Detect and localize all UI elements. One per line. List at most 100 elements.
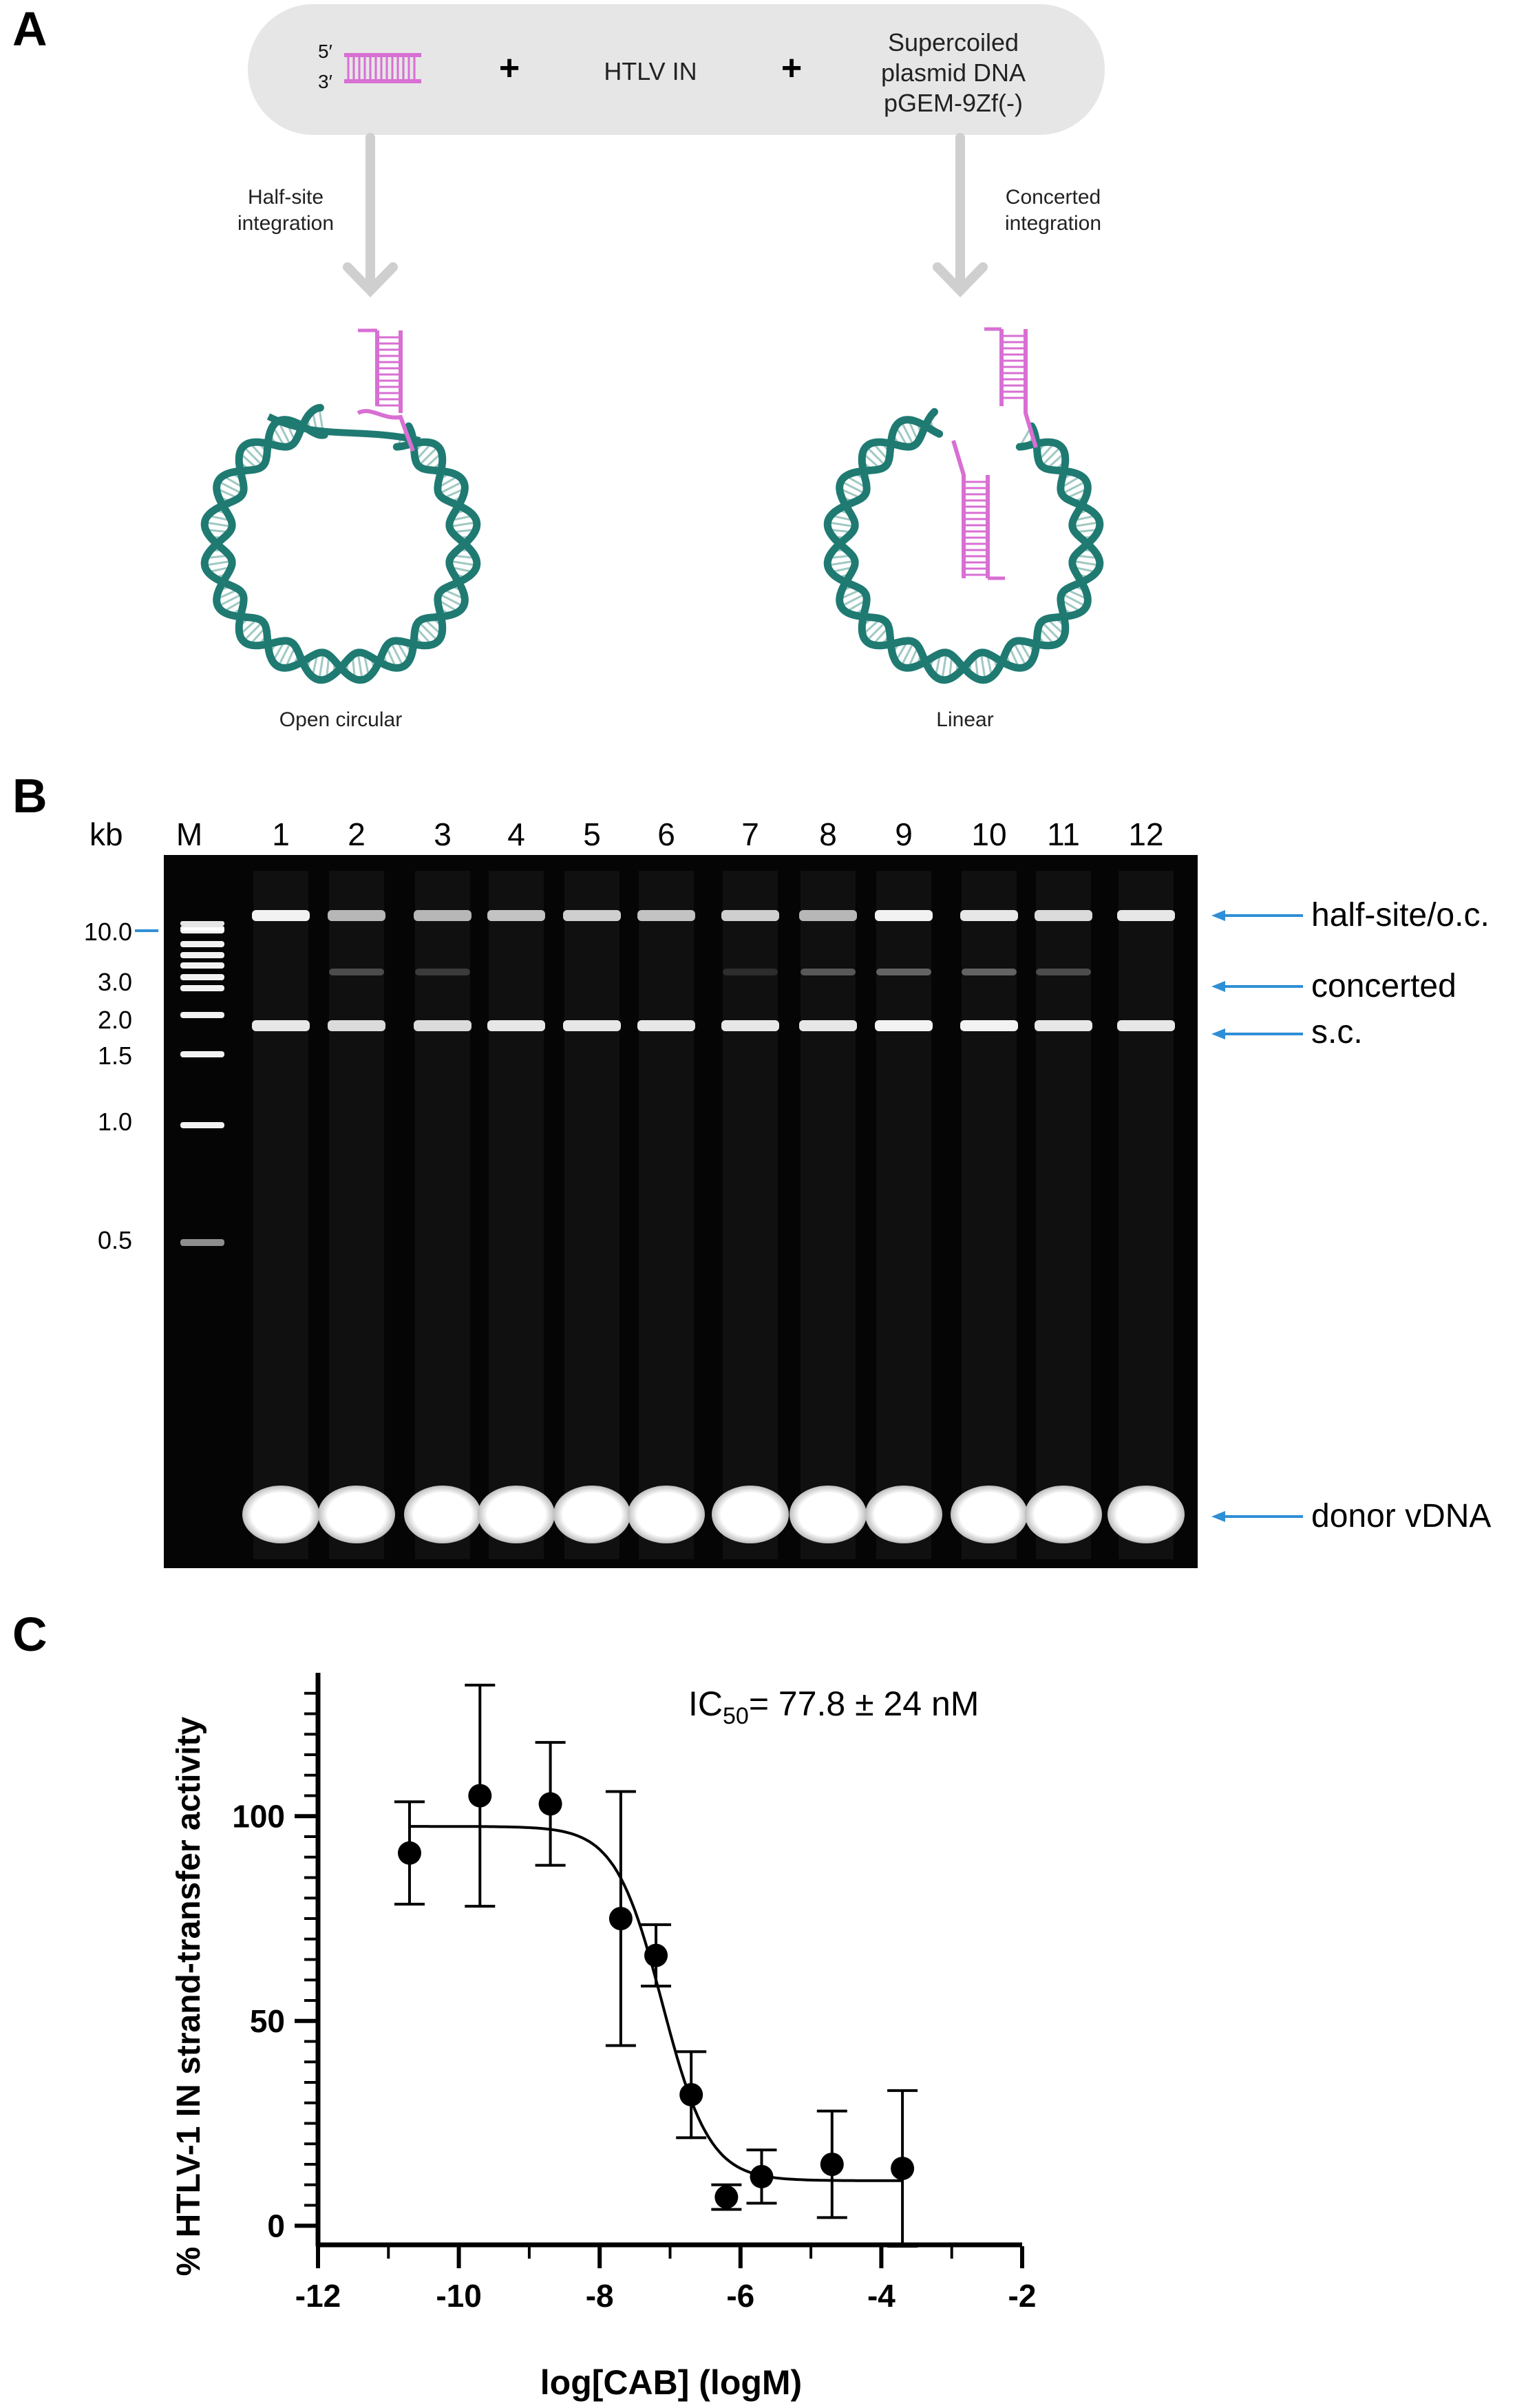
concerted-label-2: integration: [1005, 212, 1101, 235]
linear-plasmid-illustration: [823, 327, 1104, 684]
y-tick-label: 50: [250, 2003, 285, 2039]
donor-band: [478, 1486, 555, 1543]
band-pointer-arrows: [1211, 910, 1303, 1522]
oc-band: [1035, 910, 1092, 921]
data-point: [820, 2153, 844, 2176]
donor-band: [553, 1486, 630, 1543]
panel-a-reaction-box: 5′ 3′ + HTLV IN + Supercoiled plasmid DN…: [248, 4, 1105, 135]
donor-dna-duplex-icon: [344, 53, 421, 83]
concerted-label-1: Concerted: [1006, 186, 1101, 209]
fit-curve: [410, 1825, 903, 2182]
lane-labels: 1 2 3 4 5 6 7 8 9 10 11 12: [272, 816, 1163, 852]
data-point: [714, 2185, 739, 2209]
donor-band: [1108, 1486, 1185, 1543]
sc-band: [637, 1020, 695, 1031]
x-tick-label: -2: [1008, 2278, 1037, 2314]
data-point: [644, 1943, 668, 1967]
lane-label-2: 2: [348, 816, 365, 852]
sc-band: [563, 1020, 621, 1031]
oc-band: [637, 910, 695, 921]
concerted-band: [1036, 969, 1091, 975]
data-point: [891, 2156, 915, 2180]
panel-c-letter: C: [12, 1607, 47, 1661]
half-site-label-1: Half-site: [248, 186, 324, 209]
half-site-band-label: half-site/o.c.: [1311, 897, 1490, 933]
open-circular-plasmid-illustration: [200, 328, 481, 684]
strand-3-label: 3′: [318, 71, 332, 92]
panel-b-letter: B: [12, 769, 47, 823]
oc-band: [487, 910, 545, 921]
panel-a-letter: A: [12, 2, 47, 56]
strand-5-label: 5′: [318, 41, 332, 62]
half-site-arrow-icon: [343, 133, 398, 298]
half-site-label-2: integration: [237, 212, 334, 235]
lane-label-1: 1: [272, 816, 290, 852]
donor-band: [790, 1486, 867, 1543]
concerted-band: [329, 969, 384, 975]
donor-band: [628, 1486, 705, 1543]
linear-label: Linear: [936, 708, 993, 731]
data-point: [608, 1907, 633, 1930]
oc-band: [875, 910, 933, 921]
donor-band: [1025, 1486, 1102, 1543]
oc-band: [721, 910, 779, 921]
sc-band: [487, 1020, 545, 1031]
lane-label-11: 11: [1047, 816, 1080, 852]
kb-label: kb: [89, 816, 123, 852]
oc-band: [414, 910, 471, 921]
donor-band: [242, 1486, 319, 1543]
open-circular-label: Open circular: [279, 708, 402, 731]
concerted-band: [962, 969, 1017, 975]
sc-band: [414, 1020, 471, 1031]
x-tick-label: -4: [867, 2278, 896, 2314]
ladder-label-1.5: 1.5: [98, 1042, 132, 1070]
concerted-arrow-icon: [933, 133, 988, 298]
data-point: [750, 2164, 774, 2188]
ladder-label-2.0: 2.0: [98, 1006, 132, 1034]
oc-band: [328, 910, 385, 921]
ladder-label-0.5: 0.5: [98, 1226, 132, 1254]
oc-band: [1117, 910, 1175, 921]
plasmid-line-2: plasmid DNA: [881, 59, 1026, 87]
sc-band: [252, 1020, 310, 1031]
data-point: [538, 1792, 562, 1816]
x-axis-label: log[CAB] (logM): [540, 2363, 802, 2402]
lane-label-8: 8: [819, 816, 837, 852]
y-tick-label: 0: [267, 2208, 285, 2243]
oc-band: [799, 910, 857, 921]
oc-band: [252, 910, 310, 921]
y-tick-label: 100: [232, 1798, 285, 1834]
donor-band: [318, 1486, 395, 1543]
donor-band: [712, 1486, 789, 1543]
lane-label-6: 6: [657, 816, 675, 852]
plus-sign-1: +: [499, 48, 520, 88]
concerted-band: [723, 969, 778, 975]
ladder-bands: [180, 921, 224, 1246]
concerted-band: [415, 969, 470, 975]
ladder-label-3.0: 3.0: [98, 968, 132, 996]
enzyme-label: HTLV IN: [604, 57, 697, 85]
lane-label-9: 9: [895, 816, 913, 852]
x-tick-label: -12: [295, 2278, 341, 2314]
concerted-band-label: concerted: [1311, 968, 1456, 1004]
y-axis-label: % HTLV-1 IN strand-transfer activity: [171, 1716, 207, 2276]
sc-band: [721, 1020, 779, 1031]
ladder-label-1.0: 1.0: [98, 1108, 132, 1136]
donor-band-label: donor vDNA: [1311, 1498, 1491, 1534]
donor-band: [865, 1486, 942, 1543]
oc-band: [960, 910, 1018, 921]
sc-band: [328, 1020, 385, 1031]
donor-band: [951, 1486, 1028, 1543]
donor-band: [404, 1486, 481, 1543]
lane-label-5: 5: [583, 816, 601, 852]
sc-band-label: s.c.: [1311, 1014, 1363, 1050]
data-point: [397, 1841, 421, 1865]
marker-lane-label: M: [176, 816, 202, 852]
plasmid-line-3: pGEM-9Zf(-): [884, 89, 1023, 117]
sc-band: [799, 1020, 857, 1031]
x-tick-label: -8: [586, 2278, 614, 2314]
dose-response-chart: 0 50 100 -12 -10 -8 -6 -4 -2: [232, 1673, 1036, 2314]
x-tick-label: -10: [436, 2278, 481, 2314]
data-point: [468, 1784, 492, 1808]
lane-label-12: 12: [1128, 816, 1163, 852]
